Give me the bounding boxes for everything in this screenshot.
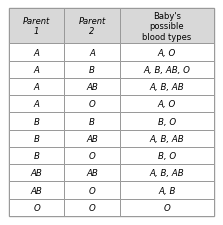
Text: AB: AB <box>31 169 43 178</box>
Bar <box>64 79 120 96</box>
Text: A: A <box>34 65 39 74</box>
Bar <box>9 182 64 199</box>
Bar <box>9 130 64 147</box>
Bar <box>120 9 214 44</box>
Bar <box>64 182 120 199</box>
Text: B: B <box>34 134 39 143</box>
Bar <box>9 44 64 61</box>
Bar <box>64 113 120 130</box>
Text: O: O <box>33 203 40 212</box>
Bar <box>120 147 214 164</box>
Bar <box>120 44 214 61</box>
Bar <box>120 61 214 79</box>
Bar <box>9 147 64 164</box>
Text: AB: AB <box>86 169 98 178</box>
Text: A, B: A, B <box>158 186 176 195</box>
Text: AB: AB <box>31 186 43 195</box>
Bar <box>120 113 214 130</box>
Bar <box>64 199 120 216</box>
Text: A: A <box>34 100 39 109</box>
Bar <box>9 164 64 182</box>
Text: A, O: A, O <box>158 48 176 57</box>
Text: Baby's
possible
blood types: Baby's possible blood types <box>142 12 192 41</box>
Text: B: B <box>34 151 39 160</box>
Text: O: O <box>89 100 95 109</box>
Text: B: B <box>89 65 95 74</box>
Text: O: O <box>89 186 95 195</box>
Text: O: O <box>89 203 95 212</box>
Bar <box>64 164 120 182</box>
Bar <box>9 79 64 96</box>
Text: B, O: B, O <box>158 117 176 126</box>
Text: B: B <box>89 117 95 126</box>
Bar <box>120 96 214 113</box>
Text: A: A <box>34 48 39 57</box>
Text: Parent
2: Parent 2 <box>78 17 106 36</box>
Bar <box>9 96 64 113</box>
Bar <box>64 147 120 164</box>
Text: O: O <box>89 151 95 160</box>
Text: B: B <box>34 117 39 126</box>
Text: B, O: B, O <box>158 151 176 160</box>
Text: A, B, AB: A, B, AB <box>150 83 184 92</box>
Bar <box>64 61 120 79</box>
Text: Parent
1: Parent 1 <box>23 17 50 36</box>
Bar <box>64 130 120 147</box>
Bar <box>9 199 64 216</box>
Bar <box>9 113 64 130</box>
Bar <box>120 199 214 216</box>
Bar <box>64 9 120 44</box>
Bar <box>120 130 214 147</box>
Text: A: A <box>89 48 95 57</box>
Bar <box>120 164 214 182</box>
Text: AB: AB <box>86 134 98 143</box>
Bar <box>64 96 120 113</box>
Text: A: A <box>34 83 39 92</box>
Text: A, B, AB: A, B, AB <box>150 134 184 143</box>
Bar <box>9 61 64 79</box>
Bar <box>9 9 64 44</box>
Text: A, B, AB, O: A, B, AB, O <box>143 65 190 74</box>
Text: A, O: A, O <box>158 100 176 109</box>
Text: A, B, AB: A, B, AB <box>150 169 184 178</box>
Text: AB: AB <box>86 83 98 92</box>
Text: O: O <box>163 203 170 212</box>
Bar <box>64 44 120 61</box>
Bar <box>120 79 214 96</box>
Bar <box>120 182 214 199</box>
